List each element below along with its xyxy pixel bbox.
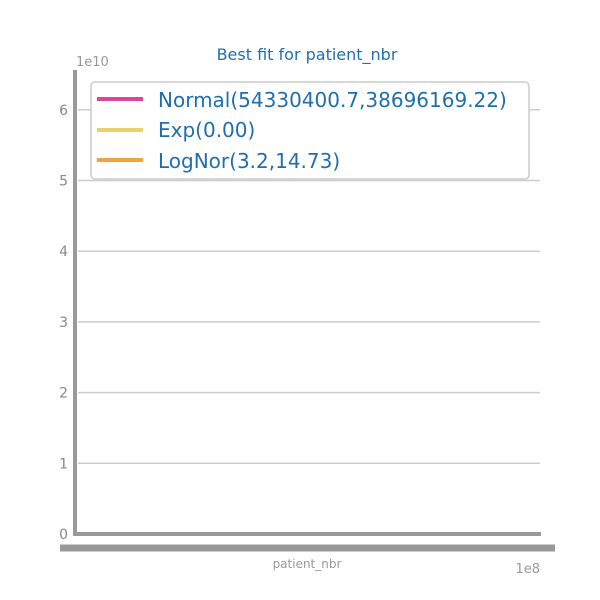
chart-title: Best fit for patient_nbr [217, 45, 398, 65]
y-tick-label: 4 [59, 244, 68, 260]
x-offset-label: 1e8 [515, 562, 540, 577]
legend-label-normal: Normal(54330400.7,38696169.22) [158, 88, 507, 112]
legend-label-exp: Exp(0.00) [158, 118, 255, 142]
y-tick-label: 1 [59, 456, 68, 472]
y-tick-label: 0 [59, 527, 68, 543]
legend: Normal(54330400.7,38696169.22) Exp(0.00)… [90, 81, 530, 180]
y-offset-label: 1e10 [76, 55, 109, 70]
y-tick-labels: 0 1 2 3 4 5 6 [59, 103, 68, 543]
legend-box [90, 81, 530, 180]
y-tick-label: 6 [59, 103, 68, 119]
legend-label-lognor: LogNor(3.2,14.73) [158, 149, 340, 173]
y-tick-label: 5 [59, 174, 68, 190]
y-tick-label: 3 [59, 315, 68, 331]
y-tick-label: 2 [59, 386, 68, 402]
x-axis-label: patient_nbr [273, 557, 342, 571]
